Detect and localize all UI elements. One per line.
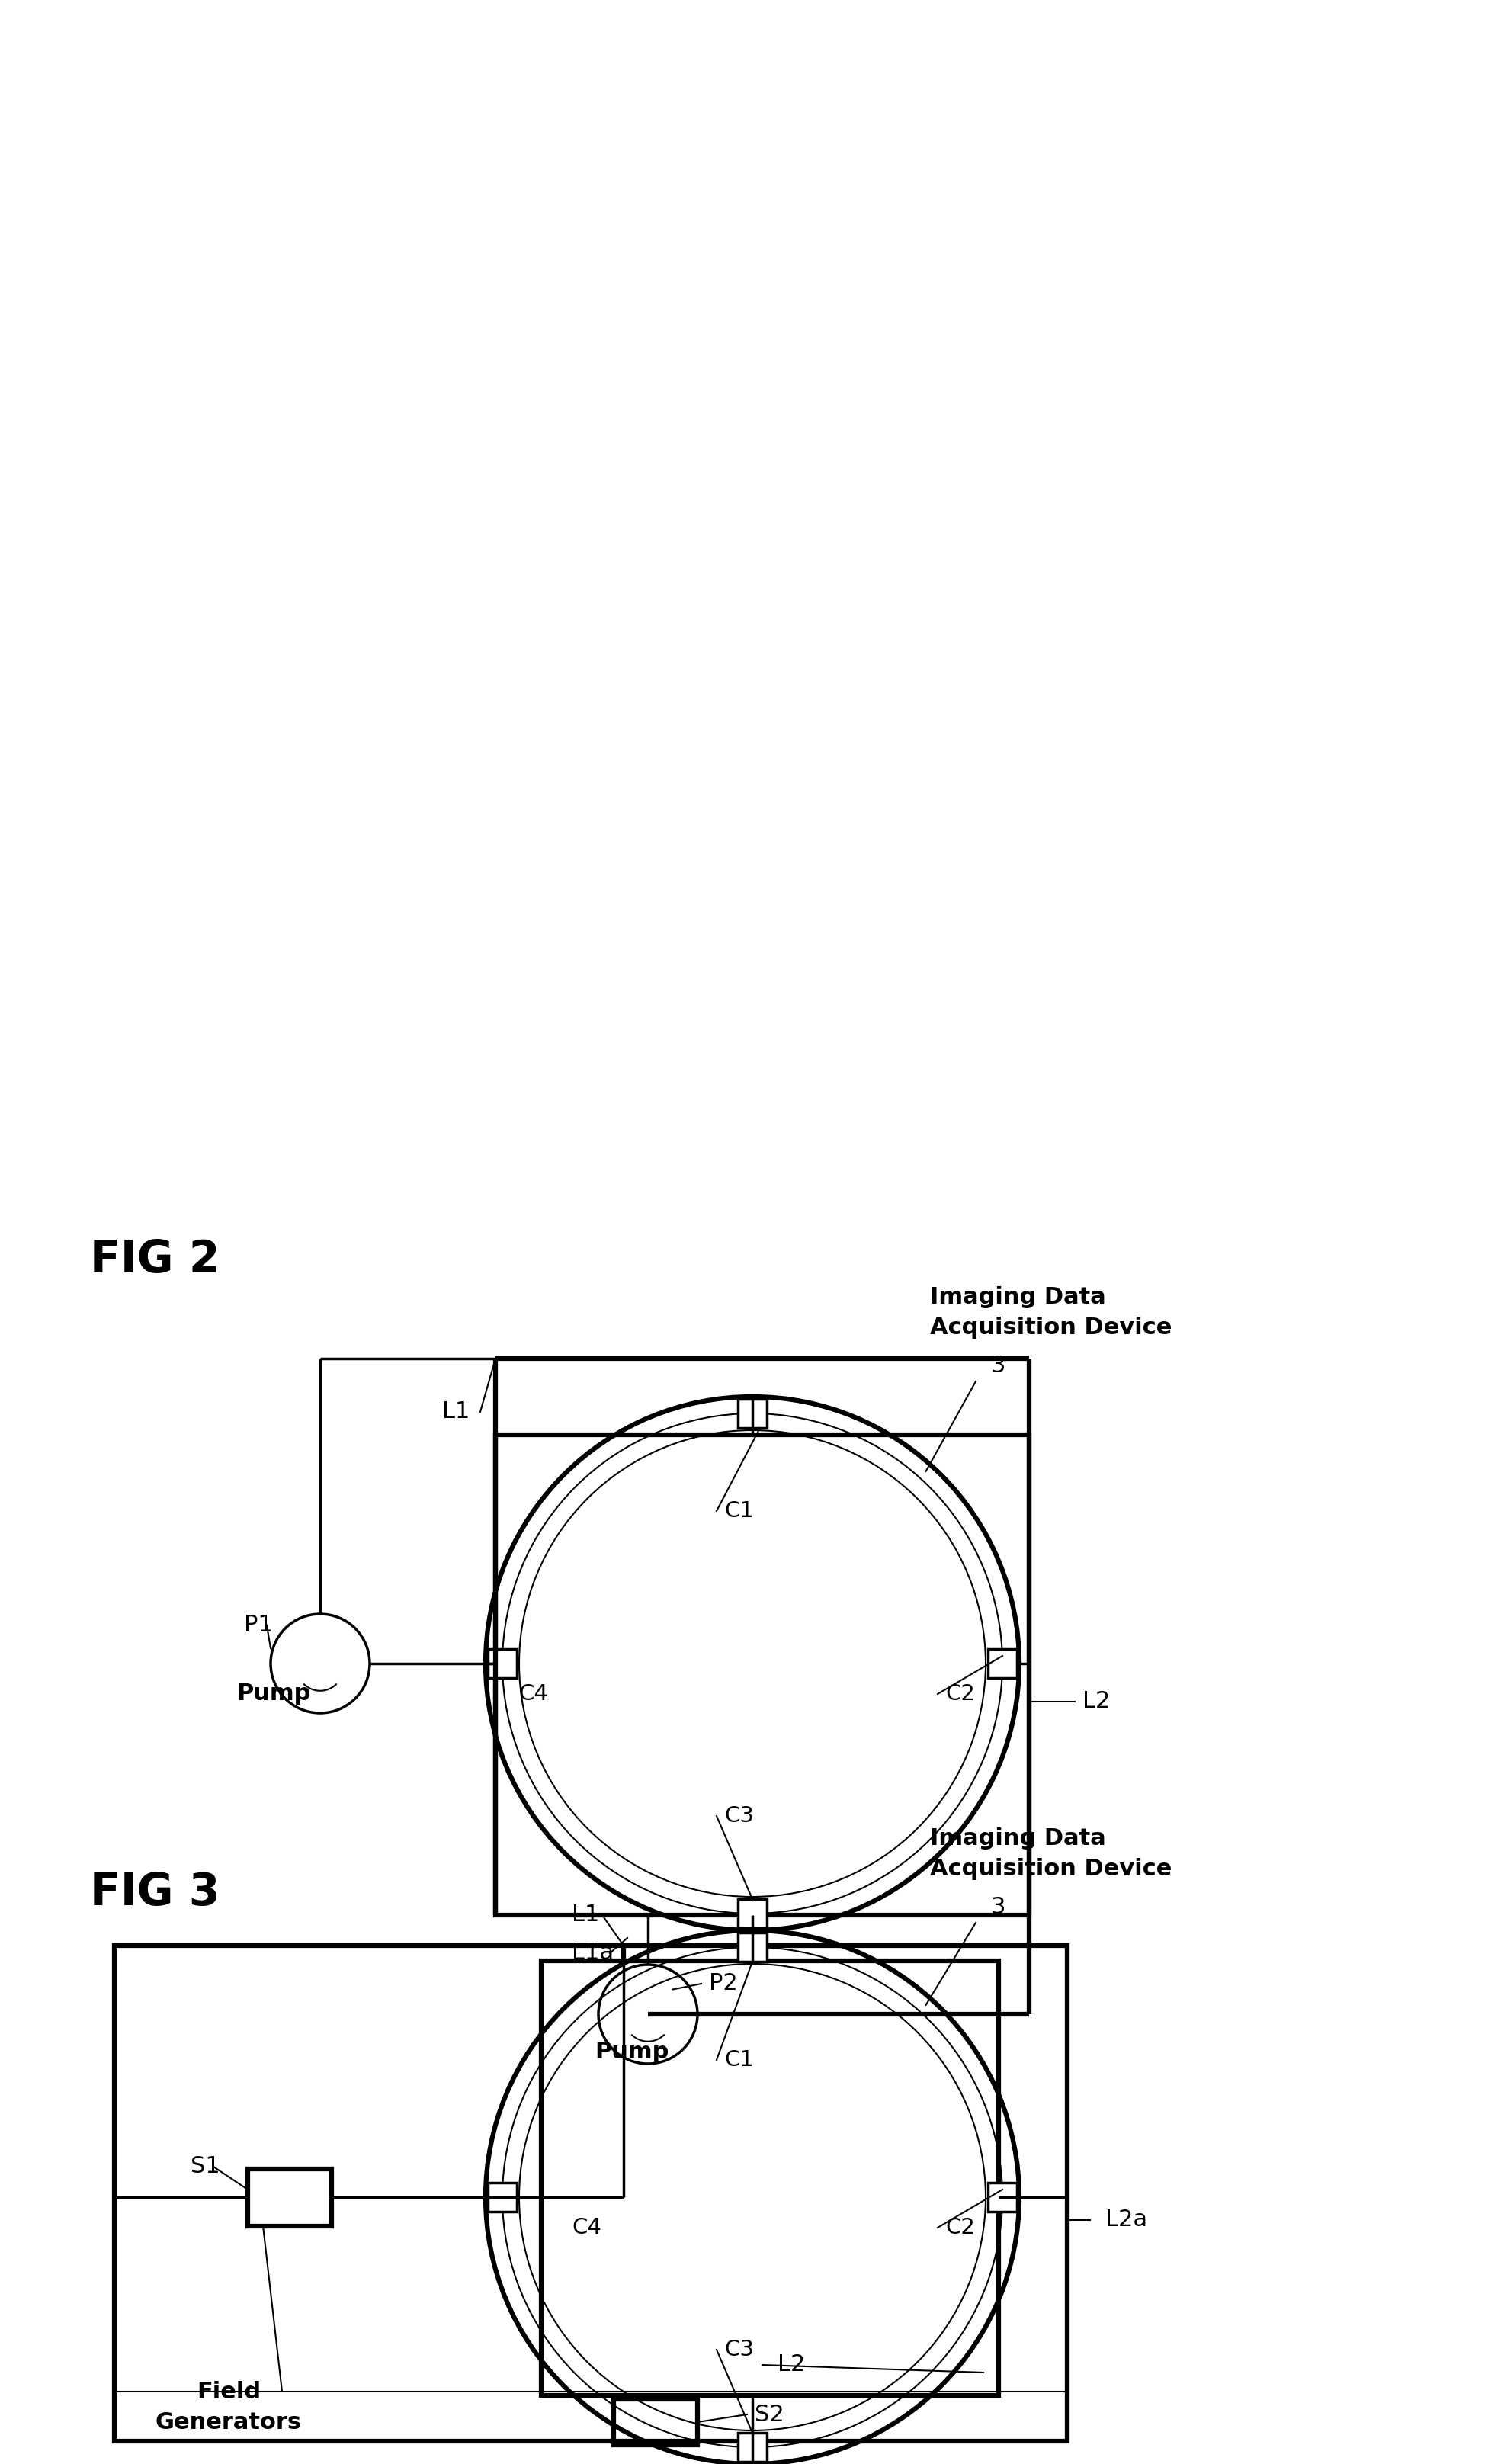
Text: P2: P2 <box>708 1974 737 1996</box>
Text: Pump: Pump <box>594 2040 668 2062</box>
Text: C1: C1 <box>723 1501 754 1523</box>
Text: FIG 3: FIG 3 <box>90 1870 220 1915</box>
Bar <box>737 1400 767 1429</box>
Text: S1: S1 <box>191 2156 220 2178</box>
Bar <box>737 1932 767 1961</box>
Text: Pump: Pump <box>236 1683 310 1705</box>
Bar <box>487 1648 516 1678</box>
Text: L1a: L1a <box>572 1942 614 1964</box>
Text: C3: C3 <box>723 2338 754 2361</box>
Bar <box>988 1648 1017 1678</box>
Text: L2: L2 <box>1081 1690 1110 1712</box>
Text: P1: P1 <box>244 1614 272 1636</box>
Bar <box>614 2400 698 2444</box>
Text: C2: C2 <box>945 2218 975 2237</box>
Text: L2a: L2a <box>1105 2210 1146 2230</box>
Bar <box>541 1961 999 2395</box>
Text: L1: L1 <box>572 1905 599 1927</box>
Text: S2: S2 <box>755 2402 784 2425</box>
Text: C3: C3 <box>723 1806 754 1826</box>
Text: C4: C4 <box>572 2218 602 2237</box>
Bar <box>487 2183 516 2213</box>
Text: C4: C4 <box>517 1683 547 1705</box>
Bar <box>114 1947 1066 2442</box>
Text: C2: C2 <box>945 1683 975 1705</box>
Text: L1: L1 <box>442 1402 469 1424</box>
Text: 3: 3 <box>991 1897 1005 1919</box>
Bar <box>737 2432 767 2462</box>
Text: Generators: Generators <box>155 2410 302 2432</box>
Bar <box>737 1900 767 1927</box>
Bar <box>495 1434 1029 1915</box>
Text: Acquisition Device: Acquisition Device <box>929 1316 1172 1338</box>
Text: Imaging Data: Imaging Data <box>929 1286 1105 1308</box>
Text: FIG 2: FIG 2 <box>90 1237 220 1281</box>
Bar <box>248 2168 331 2225</box>
Text: Acquisition Device: Acquisition Device <box>929 1858 1172 1880</box>
Bar <box>988 2183 1017 2213</box>
Text: Field: Field <box>197 2380 260 2402</box>
Text: L2: L2 <box>778 2353 805 2375</box>
Text: 3: 3 <box>991 1355 1005 1377</box>
Text: Imaging Data: Imaging Data <box>929 1828 1105 1850</box>
Text: C1: C1 <box>723 2050 754 2070</box>
